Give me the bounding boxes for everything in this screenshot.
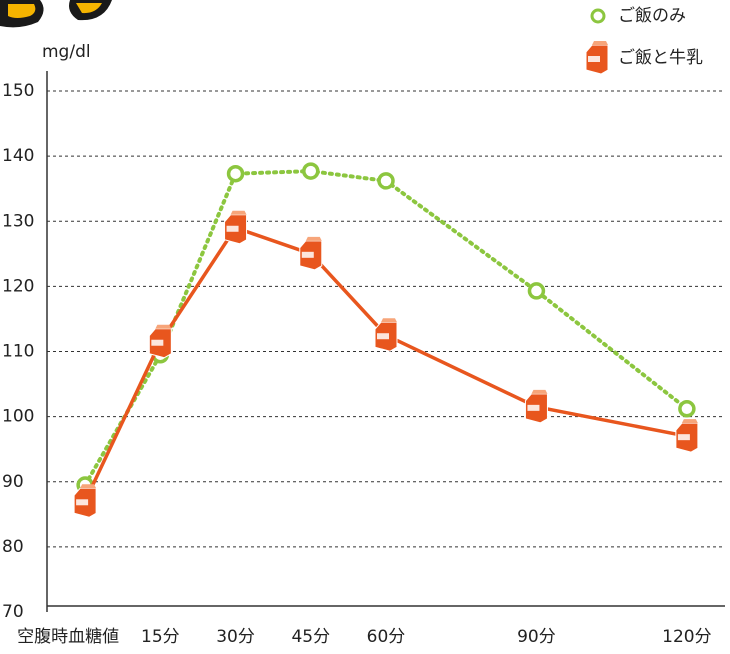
- point-marker: [675, 419, 699, 453]
- x-tick-label: 90分: [517, 627, 556, 647]
- carton-top: [80, 484, 97, 489]
- point-marker: [73, 484, 97, 518]
- x-tick-label: 120分: [662, 627, 711, 647]
- y-tick-label: 120: [2, 276, 34, 296]
- x-tick-label: 30分: [216, 627, 255, 647]
- y-tick-label: 100: [2, 407, 34, 427]
- carton-label: [151, 339, 164, 346]
- carton-top: [305, 236, 322, 241]
- y-axis-label: mg/dl: [42, 42, 91, 62]
- carton-label: [588, 56, 600, 62]
- series-line: [83, 225, 689, 504]
- y-tick-label: 90: [2, 472, 24, 492]
- carton-top: [155, 324, 172, 329]
- point-marker: [527, 282, 546, 300]
- legend-marker: [590, 8, 606, 24]
- point-marker: [302, 162, 320, 180]
- y-tick-label: 130: [2, 211, 34, 231]
- carton-label: [527, 404, 540, 411]
- legend-marker: [585, 41, 609, 75]
- y-tick-label: 80: [2, 537, 24, 557]
- carton-top: [381, 318, 397, 323]
- carton-label: [677, 434, 690, 441]
- legend-label: ご飯と牛乳: [618, 48, 703, 68]
- y-tick-label: 140: [2, 146, 34, 166]
- point-marker: [377, 172, 395, 190]
- y-tick-label: 70: [2, 602, 24, 622]
- carton-label: [226, 225, 239, 232]
- legend-label: ご飯のみ: [618, 6, 686, 26]
- point-marker: [224, 210, 248, 245]
- point-marker: [374, 318, 398, 352]
- carton-top: [230, 210, 247, 215]
- x-tick-label: 45分: [291, 627, 330, 647]
- carton-label: [377, 333, 389, 340]
- point-marker: [524, 389, 548, 424]
- carton-label: [76, 499, 89, 506]
- point-marker: [299, 236, 323, 271]
- y-tick-label: 150: [2, 81, 34, 101]
- carton-top: [531, 389, 548, 394]
- x-tick-label: 15分: [141, 627, 180, 647]
- carton-top: [681, 419, 698, 424]
- point-marker: [226, 164, 245, 183]
- y-tick-label: 110: [2, 342, 34, 362]
- point-marker: [148, 324, 172, 359]
- carton-top: [592, 41, 608, 45]
- point-marker: [678, 400, 696, 418]
- carton-label: [301, 251, 314, 258]
- x-tick-label: 空腹時血糖値: [17, 627, 119, 647]
- title-graphic-fill: [8, 3, 102, 18]
- x-tick-label: 60分: [367, 627, 406, 647]
